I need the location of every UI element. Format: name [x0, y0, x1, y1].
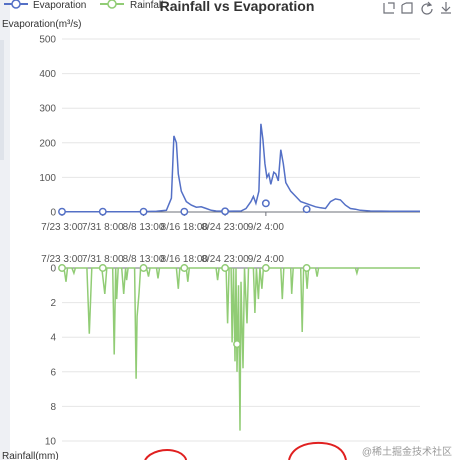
- legend-item-rainfall[interactable]: Rainfall: [100, 0, 163, 11]
- evaporation-x-tick-label: 7/31 8:00: [82, 222, 124, 233]
- bottom-y-axis-name: Rainfall(mm): [2, 451, 59, 460]
- top-y-axis-name: Evaporation(m³/s): [2, 19, 81, 30]
- evaporation-y-tick-label: 500: [39, 35, 56, 46]
- evaporation-x-tick-label: 7/23 3:00: [41, 222, 83, 233]
- rainfall-y-tick-label: 0: [50, 264, 56, 275]
- bottom-y-tick-labels: 0 2 4 6 8 10: [45, 264, 57, 448]
- chart-title: Rainfall vs Evaporation: [160, 0, 315, 14]
- rainfall-data-point[interactable]: [139, 264, 148, 272]
- evaporation-x-tick-label: 8/16 18:00: [161, 222, 209, 233]
- bottom-x-tick-labels: 7/23 3:00 7/31 8:00 8/8 13:008/16 18:008/2…: [41, 254, 284, 268]
- evaporation-y-tick-label: 400: [39, 69, 56, 80]
- rainfall-data-point[interactable]: [180, 264, 189, 272]
- legend-rainfall-marker-icon: [107, 0, 117, 9]
- rainfall-x-tick-label: 8/16 18:00: [161, 254, 209, 265]
- top-y-tick-labels: 0 100 200 300 400 500: [39, 35, 56, 219]
- rainfall-data-point[interactable]: [221, 264, 230, 272]
- top-x-tick-labels: 7/23 3:00 7/31 8:00 8/8 13:008/16 18:008/2…: [41, 212, 284, 233]
- evaporation-data-point[interactable]: [58, 207, 66, 216]
- series-rainfall-line: [61, 267, 420, 431]
- evaporation-x-tick-label: 9/2 4:00: [248, 222, 285, 233]
- legend-evaporation-marker-icon: [11, 0, 21, 9]
- rainfall-y-tick-label: 4: [50, 333, 56, 344]
- series-evaporation-line: [62, 123, 420, 213]
- evaporation-data-point[interactable]: [221, 207, 230, 216]
- left-panel-strip: [0, 0, 10, 460]
- rainfall-y-tick-label: 10: [45, 437, 57, 448]
- evaporation-y-tick-label: 300: [39, 104, 56, 115]
- legend-item-evaporation[interactable]: Evaporation: [4, 0, 86, 11]
- rainfall-y-tick-label: 6: [50, 367, 56, 378]
- rainfall-data-point[interactable]: [302, 264, 311, 272]
- evaporation-y-tick-label: 200: [39, 138, 56, 149]
- annotation-red-arc-right: [288, 441, 347, 460]
- rainfall-x-tick-label: 8/8 13:00: [123, 254, 165, 265]
- evaporation-markers: [58, 199, 311, 216]
- top-grid: [62, 38, 420, 213]
- zoom-select-icon[interactable]: [383, 2, 395, 14]
- rainfall-x-tick-label: 7/31 8:00: [82, 254, 124, 265]
- zoom-reset-icon[interactable]: [401, 2, 413, 14]
- watermark: @稀土掘金技术社区: [361, 447, 452, 458]
- evaporation-data-point[interactable]: [302, 205, 311, 214]
- rainfall-x-tick-label: 7/23 3:00: [41, 254, 83, 265]
- rainfall-x-tick-label: 8/24 23:00: [201, 254, 249, 265]
- legend-evaporation-label: Evaporation: [33, 0, 86, 11]
- evaporation-x-tick-label: 8/24 23:00: [201, 222, 249, 233]
- rainfall-data-point[interactable]: [58, 264, 66, 272]
- rainfall-markers: [58, 264, 311, 349]
- rainfall-x-tick-label: 9/2 4:00: [248, 254, 285, 265]
- evaporation-data-point[interactable]: [180, 207, 189, 216]
- rainfall-data-point[interactable]: [261, 264, 270, 272]
- left-panel-accent: [0, 40, 4, 160]
- rainfall-y-tick-label: 2: [50, 298, 56, 309]
- save-image-icon[interactable]: [441, 2, 451, 14]
- evaporation-data-point[interactable]: [98, 207, 107, 216]
- annotation-red-arc-left: [144, 449, 187, 460]
- rainfall-y-tick-label: 8: [50, 402, 56, 413]
- evaporation-data-point[interactable]: [261, 199, 270, 208]
- evaporation-data-point[interactable]: [139, 207, 148, 216]
- rainfall-data-point[interactable]: [98, 264, 107, 272]
- legend: Evaporation Rainfall: [4, 0, 163, 11]
- toolbox: [383, 1, 451, 15]
- evaporation-x-tick-label: 8/8 13:00: [123, 222, 165, 233]
- legend-rainfall-label: Rainfall: [130, 0, 163, 11]
- evaporation-y-tick-label: 100: [39, 173, 56, 184]
- evaporation-y-tick-label: 0: [50, 208, 56, 219]
- restore-icon[interactable]: [421, 1, 433, 15]
- rainfall-data-point[interactable]: [233, 340, 241, 349]
